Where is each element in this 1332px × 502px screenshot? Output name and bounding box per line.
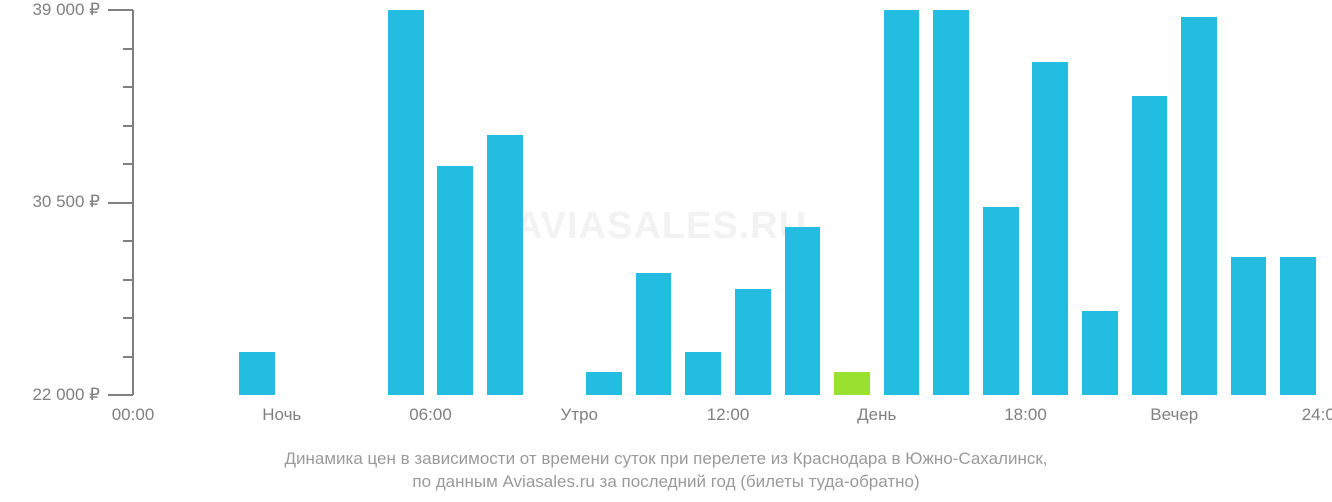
price-bar (834, 372, 870, 395)
price-bar (785, 227, 821, 395)
x-axis-label: 00:00 (112, 405, 155, 425)
price-bar (1280, 257, 1316, 395)
price-bar (933, 10, 969, 395)
y-tick-major (108, 9, 133, 11)
plot-area: 22 000 ₽30 500 ₽39 000 ₽00:00Ночь06:00Ут… (133, 10, 1323, 395)
y-tick-minor (123, 240, 133, 242)
y-tick-minor (123, 163, 133, 165)
price-bar (1181, 17, 1217, 395)
chart-caption: Динамика цен в зависимости от времени су… (0, 448, 1332, 494)
y-tick-minor (123, 356, 133, 358)
y-axis-label: 39 000 ₽ (32, 0, 100, 20)
price-bar (487, 135, 523, 395)
x-axis-label: 24:00 (1302, 405, 1332, 425)
y-axis-label: 30 500 ₽ (32, 192, 100, 212)
price-bar (735, 289, 771, 395)
caption-line-1: Динамика цен в зависимости от времени су… (284, 449, 1047, 468)
price-bar (1231, 257, 1267, 395)
y-axis-label: 22 000 ₽ (32, 385, 100, 405)
x-axis-label: Ночь (262, 405, 301, 425)
price-bar (388, 10, 424, 395)
price-bar (1032, 62, 1068, 395)
x-axis-label: 12:00 (707, 405, 750, 425)
y-tick-minor (123, 48, 133, 50)
price-bar (636, 273, 672, 395)
y-tick-minor (123, 317, 133, 319)
price-bar (1132, 96, 1168, 395)
price-bar (685, 352, 721, 395)
price-bar (1082, 311, 1118, 395)
price-bar (884, 10, 920, 395)
y-tick-minor (123, 279, 133, 281)
price-bar (983, 207, 1019, 395)
x-axis-label: Утро (561, 405, 599, 425)
x-axis-label: Вечер (1150, 405, 1198, 425)
x-axis-label: 18:00 (1004, 405, 1047, 425)
x-axis-label: 06:00 (409, 405, 452, 425)
price-bar (437, 166, 473, 395)
price-bar (586, 372, 622, 395)
price-by-hour-chart: AVIASALES.RU 22 000 ₽30 500 ₽39 000 ₽00:… (0, 0, 1332, 502)
price-bar (239, 352, 275, 395)
y-tick-major (108, 394, 133, 396)
y-tick-minor (123, 125, 133, 127)
y-tick-minor (123, 86, 133, 88)
caption-line-2: по данным Aviasales.ru за последний год … (412, 472, 919, 491)
x-axis-label: День (857, 405, 896, 425)
y-tick-major (108, 202, 133, 204)
